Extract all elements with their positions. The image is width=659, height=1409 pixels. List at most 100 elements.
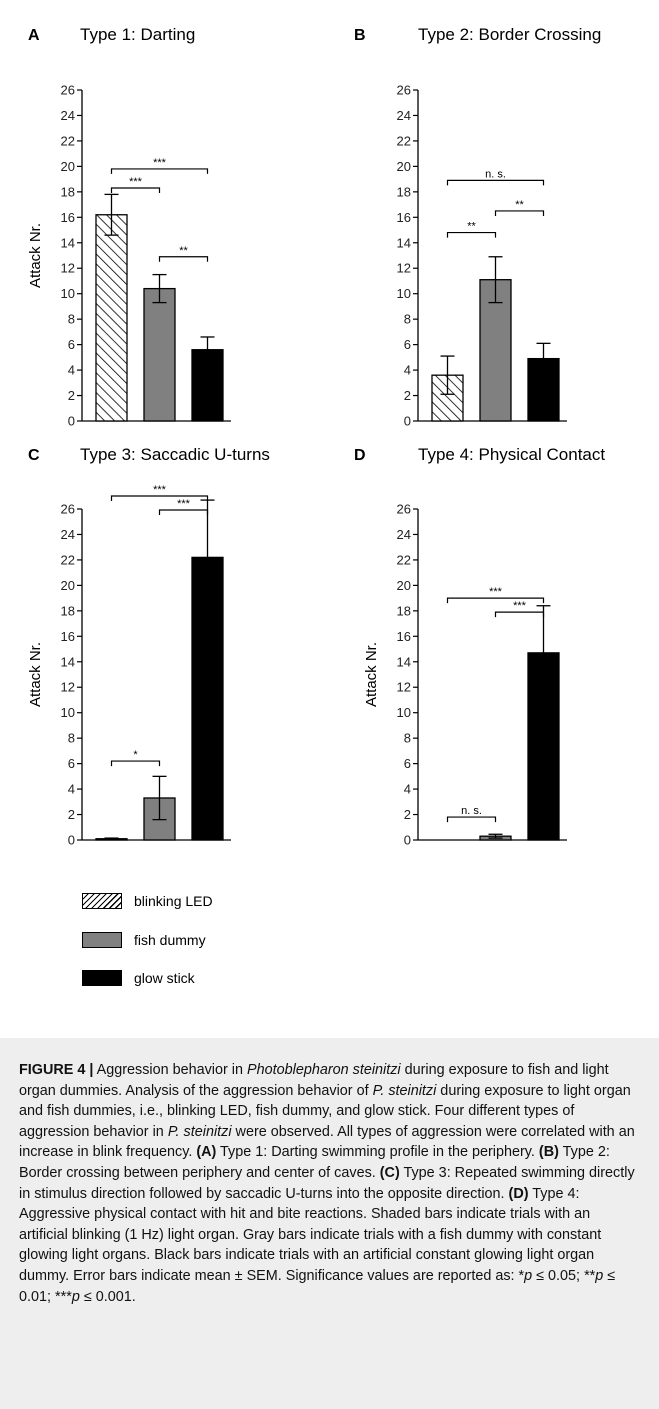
significance-bracket [158,256,209,262]
legend-label: fish dummy [134,932,206,948]
caption-text: ≤ 0.01; [19,1267,616,1305]
significance-bracket [494,210,545,216]
caption-p: p [71,1288,80,1305]
significance-label: n. s. [461,805,482,817]
legend-label: glow stick [134,970,195,986]
y-tick-label: 14 [397,654,411,669]
panel-b-chart: B Type 2: Border Crossing0246810121416182… [354,25,601,429]
significance-bracket [110,760,161,767]
y-tick-label: 0 [68,833,75,848]
y-tick-label: 22 [61,133,75,148]
y-tick-label: 0 [404,833,411,848]
significance-bracket [110,187,161,194]
y-tick-label: 20 [61,159,75,174]
y-tick-label: 6 [404,337,411,352]
caption-species-abbrev: P. steinitzi [372,1082,437,1099]
significance-label: *** [129,176,143,188]
y-tick-label: 18 [61,603,75,618]
significance-label: ** [467,221,476,233]
y-tick-label: 22 [61,552,75,567]
y-tick-label: 24 [397,527,411,542]
significance-bracket [110,168,209,174]
y-axis-label: Attack Nr. [363,642,380,707]
panel-title: Type 1: Darting [80,25,195,44]
y-tick-label: 2 [68,388,75,403]
significance-bracket [446,231,497,238]
significance-label: ** [179,245,188,257]
y-tick-label: 24 [397,108,411,123]
y-tick-label: 26 [61,83,75,98]
y-tick-label: 8 [68,731,75,746]
y-tick-label: 16 [397,629,411,644]
significance-label: *** [153,157,167,169]
bar-blinking-LED [95,214,128,422]
caption-species-abbrev: P. steinitzi [167,1123,232,1140]
y-tick-label: 12 [61,680,75,695]
y-tick-label: 20 [397,578,411,593]
caption-text: were observed. All types of aggression w… [19,1123,635,1161]
y-tick-label: 24 [61,527,75,542]
y-tick-label: 8 [404,731,411,746]
legend-item-blinking-led: blinking LED [82,890,213,912]
y-axis-label: Attack Nr. [27,223,44,288]
y-tick-label: 8 [68,312,75,327]
caption-text: Type 1: Darting swimming profile in the … [216,1144,539,1161]
legend-swatch-black [82,970,122,986]
significance-bracket [158,509,209,515]
significance-label: *** [513,600,527,612]
y-tick-label: 0 [404,414,411,429]
y-tick-label: 6 [68,337,75,352]
y-tick-label: 14 [397,235,411,250]
caption-text: ** [584,1267,596,1284]
y-tick-label: 12 [397,261,411,276]
y-tick-label: 16 [61,629,75,644]
legend-swatch-gray [82,932,122,948]
legend-label: blinking LED [134,893,213,909]
y-tick-label: 24 [61,108,75,123]
caption-text: Type 3: Repeated swimming directly in st… [19,1164,635,1202]
y-tick-label: 18 [397,603,411,618]
caption-text: during exposure to fish and light organ … [19,1062,609,1099]
caption-text: * [518,1267,525,1284]
legend-swatch-hatched [82,893,122,909]
y-tick-label: 14 [61,235,75,250]
y-tick-label: 10 [397,286,411,301]
y-tick-label: 4 [404,363,411,378]
y-tick-label: 20 [61,578,75,593]
y-tick-label: 26 [397,502,411,517]
caption-species: Photoblepharon steinitzi [247,1062,401,1078]
y-tick-label: 12 [397,680,411,695]
significance-bracket [110,495,209,501]
y-tick-label: 16 [61,210,75,225]
y-tick-label: 2 [404,807,411,822]
y-tick-label: 10 [61,705,75,720]
y-tick-label: 6 [404,756,411,771]
panel-letter: B [354,27,366,44]
y-tick-label: 8 [404,312,411,327]
y-tick-label: 22 [397,552,411,567]
caption-panel-ref-d: (D) [508,1185,529,1202]
significance-bracket [446,816,497,823]
caption-text: during exposure to light organ and fish … [19,1082,631,1140]
significance-label: * [133,749,138,761]
legend-item-glow-stick: glow stick [82,967,195,989]
y-tick-label: 12 [61,261,75,276]
y-tick-label: 26 [61,502,75,517]
y-tick-label: 14 [61,654,75,669]
caption-p: p [595,1267,604,1284]
panel-title: Type 4: Physical Contact [418,445,605,464]
y-tick-label: 20 [397,159,411,174]
caption-text: Type 4: Aggressive physical contact with… [19,1185,602,1284]
caption-text: ≤ 0.05; [532,1267,585,1284]
y-tick-label: 2 [68,807,75,822]
caption-text: Type 2: Border crossing between peripher… [19,1144,610,1181]
significance-bracket [446,597,545,604]
y-tick-label: 18 [397,184,411,199]
bar-fish-dummy [143,287,176,422]
caption-text: ≤ 0.001. [79,1288,136,1305]
panel-letter: C [28,447,40,464]
significance-label: *** [177,498,191,510]
y-tick-label: 4 [404,782,411,797]
significance-label: *** [153,484,167,496]
